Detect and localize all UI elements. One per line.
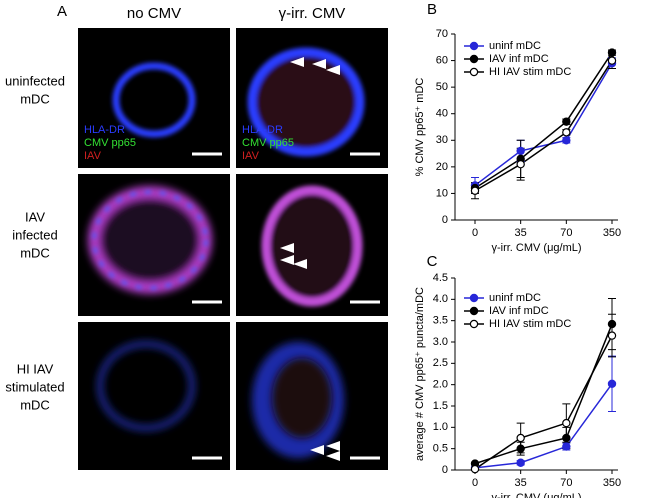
data-point	[607, 319, 617, 329]
x-tick-label: 350	[603, 227, 621, 239]
series-line	[474, 52, 613, 189]
data-point	[516, 444, 525, 453]
panel-label: C	[427, 253, 438, 270]
x-axis-label: γ-irr. CMV (μg/mL)	[491, 492, 581, 498]
cell	[92, 190, 208, 290]
legend-marker	[469, 306, 479, 316]
data-point	[562, 433, 571, 443]
y-tick-label: 3.5	[433, 315, 448, 327]
row-label: infected	[12, 227, 58, 242]
data-point	[562, 128, 571, 137]
data-point	[516, 433, 525, 443]
x-tick-label: 70	[560, 477, 572, 489]
legend-label: HI IAV stim mDC	[489, 66, 571, 78]
row-label: HI IAV	[17, 361, 54, 376]
y-tick-label: 40	[436, 108, 448, 120]
y-tick-label: 0	[442, 464, 448, 476]
y-tick-label: 3.0	[433, 336, 448, 348]
row-label: stimulated	[5, 379, 64, 394]
panel-a: A no CMV γ-irr. CMV uninfected mDC IAV i…	[5, 3, 388, 470]
column-header: no CMV	[127, 5, 181, 22]
cell	[97, 341, 195, 431]
cell	[112, 62, 196, 138]
data-point	[470, 186, 480, 195]
y-tick-label: 1.0	[433, 421, 448, 433]
series-line	[474, 323, 613, 465]
series-line	[474, 335, 613, 470]
legend-marker	[469, 67, 479, 77]
legend-label: HI IAV stim mDC	[489, 318, 571, 330]
data-point	[562, 136, 571, 145]
y-tick-label: 1.5	[433, 400, 448, 412]
row-label: mDC	[20, 245, 50, 260]
column-header: γ-irr. CMV	[279, 5, 346, 22]
series-line	[474, 60, 613, 192]
arrowheads	[280, 57, 340, 461]
y-tick-label: 30	[436, 134, 448, 146]
y-tick-label: 2.0	[433, 379, 448, 391]
y-tick-label: 4.0	[433, 293, 448, 305]
cell	[247, 47, 365, 157]
y-tick-label: 50	[436, 81, 448, 93]
legend-label: uninf mDC	[489, 292, 541, 304]
row-label: mDC	[20, 91, 50, 106]
x-tick-label: 0	[472, 227, 478, 239]
y-tick-label: 60	[436, 54, 448, 66]
x-tick-label: 350	[603, 477, 621, 489]
stain-label: CMV pp65	[242, 137, 294, 149]
legend-label: IAV inf mDC	[489, 305, 549, 317]
chart: C 0 0.5 1.0 1.5 2.0 2.5 3.0 3.5 4.0 4.5 0 35 70 350 γ-i…	[414, 253, 621, 498]
y-axis-label: % CMV pp65⁺ mDC	[414, 78, 426, 177]
data-point	[607, 331, 617, 340]
legend-marker	[469, 293, 479, 303]
data-point	[562, 418, 571, 428]
stain-label: IAV	[242, 150, 260, 162]
series-line	[474, 62, 613, 187]
row-label: IAV	[25, 209, 45, 224]
y-tick-label: 20	[436, 161, 448, 173]
row-label: uninfected	[5, 73, 65, 88]
micrograph	[78, 28, 230, 168]
data-point	[607, 379, 617, 389]
legend-marker	[469, 319, 479, 329]
stain-label: HLA-DR	[242, 124, 283, 136]
data-point	[562, 442, 571, 451]
x-axis-label: γ-irr. CMV (μg/mL)	[491, 242, 581, 254]
series-line	[474, 383, 613, 469]
data-point	[516, 458, 525, 467]
data-point	[607, 56, 617, 65]
stain-label: CMV pp65	[84, 137, 136, 149]
cell	[261, 185, 363, 307]
data-point	[607, 48, 617, 57]
y-tick-label: 2.5	[433, 357, 448, 369]
stain-label: HLA-DR	[84, 124, 125, 136]
x-tick-label: 70	[560, 227, 572, 239]
panel-label: B	[427, 1, 437, 18]
scale-bars	[192, 152, 380, 460]
y-tick-label: 10	[436, 187, 448, 199]
legend-marker	[469, 41, 479, 51]
cell	[272, 358, 332, 438]
y-tick-label: 0	[442, 214, 448, 226]
row-label: mDC	[20, 397, 50, 412]
data-point	[562, 117, 571, 126]
y-tick-label: 0.5	[433, 443, 448, 455]
data-point	[470, 464, 480, 474]
y-tick-label: 70	[436, 28, 448, 40]
y-axis-label: average # CMV pp65⁺ puncta/mDC	[414, 287, 426, 461]
legend-label: IAV inf mDC	[489, 53, 549, 65]
y-tick-label: 4.5	[433, 272, 448, 284]
legend-label: uninf mDC	[489, 40, 541, 52]
panel-label: A	[57, 3, 67, 20]
legend-marker	[469, 54, 479, 64]
stain-label: IAV	[84, 150, 102, 162]
chart: B 0 10 20 30 40 50 60 70 0 35 70 350 γ-irr. CMV (μg/m…	[414, 1, 621, 254]
data-point	[516, 159, 525, 169]
x-tick-label: 35	[515, 227, 527, 239]
x-tick-label: 35	[515, 477, 527, 489]
data-point	[516, 146, 525, 156]
x-tick-label: 0	[472, 477, 478, 489]
